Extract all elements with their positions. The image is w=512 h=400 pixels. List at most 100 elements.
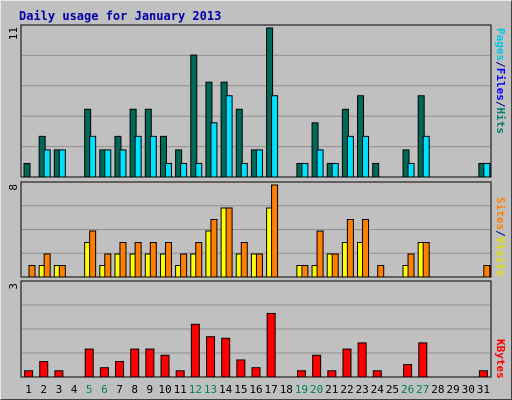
bar-files-day-15 <box>240 162 248 178</box>
bar-sites-day-10 <box>164 242 172 278</box>
x-tick-label: 30 <box>462 383 475 396</box>
bar-files-day-5 <box>89 135 97 178</box>
bar-sites-day-19 <box>301 265 309 278</box>
bar-kbytes-day-13 <box>206 336 216 378</box>
x-tick-label: 16 <box>249 383 262 396</box>
bar-files-day-7 <box>119 149 127 178</box>
bar-kbytes-day-16 <box>251 367 261 378</box>
bar-kbytes-day-26 <box>403 364 413 378</box>
bar-kbytes-day-11 <box>175 370 185 378</box>
bar-sites-day-20 <box>316 230 324 278</box>
series-label-part: Files <box>494 68 507 101</box>
bar-files-day-20 <box>316 149 324 178</box>
series-label-part: KBytes <box>494 339 507 379</box>
bar-files-day-12 <box>195 162 203 178</box>
bar-sites-day-3 <box>58 265 66 278</box>
bar-kbytes-day-12 <box>190 323 200 378</box>
bar-files-day-26 <box>407 162 415 178</box>
bar-sites-day-17 <box>271 184 279 278</box>
x-tick-label: 19 <box>295 383 308 396</box>
bar-hits-day-24 <box>372 162 380 178</box>
x-tick-label: 27 <box>416 383 429 396</box>
bar-kbytes-day-5 <box>84 348 94 378</box>
bar-sites-day-27 <box>422 242 430 278</box>
bar-sites-day-9 <box>149 242 157 278</box>
x-tick-label: 15 <box>234 383 247 396</box>
x-tick-label: 12 <box>189 383 202 396</box>
x-tick-label: 10 <box>158 383 171 396</box>
x-axis-labels: 1 2 3 4 5 6 7 8 9 10 11 12 13 14 15 16 17 18 19 20 21 22 23 24 2… <box>25 383 490 396</box>
bar-kbytes-day-15 <box>236 359 246 378</box>
x-tick-label: 22 <box>340 383 353 396</box>
bar-files-day-14 <box>225 95 233 178</box>
bar-kbytes-day-24 <box>372 370 382 378</box>
bar-kbytes-day-20 <box>312 354 322 378</box>
bar-kbytes-day-31 <box>478 370 488 378</box>
bar-files-day-3 <box>58 149 66 178</box>
series-label-part: Hits <box>494 108 507 135</box>
bar-files-day-16 <box>255 149 263 178</box>
bar-sites-day-16 <box>255 253 263 278</box>
bar-files-day-9 <box>149 135 157 178</box>
bar-kbytes-day-21 <box>327 370 337 378</box>
bar-sites-day-24 <box>377 265 385 278</box>
chart-title: Daily usage for January 2013 <box>19 9 221 23</box>
bar-sites-day-11 <box>180 253 188 278</box>
bar-kbytes-day-3 <box>54 370 64 378</box>
bar-kbytes-day-6 <box>99 367 109 378</box>
x-tick-label: 8 <box>131 383 138 396</box>
bar-files-day-11 <box>180 162 188 178</box>
x-tick-label: 31 <box>477 383 490 396</box>
panel-hits-files: 11 <box>7 24 492 178</box>
x-tick-label: 11 <box>174 383 187 396</box>
bar-files-day-13 <box>210 122 218 178</box>
x-tick-label: 7 <box>116 383 123 396</box>
x-tick-label: 14 <box>219 383 233 396</box>
y-max-label: 8 <box>7 184 20 191</box>
bar-files-day-22 <box>346 135 354 178</box>
x-tick-label: 9 <box>147 383 154 396</box>
x-tick-label: 26 <box>401 383 414 396</box>
series-label-part: Visits <box>494 237 507 277</box>
x-tick-label: 5 <box>86 383 93 396</box>
bar-sites-day-26 <box>407 253 415 278</box>
bar-kbytes-day-19 <box>296 370 306 378</box>
bar-files-day-6 <box>104 149 112 178</box>
bar-sites-day-8 <box>134 242 142 278</box>
bar-hits-day-12 <box>190 54 198 178</box>
x-tick-label: 4 <box>71 383 78 396</box>
series-label: KBytes <box>494 339 507 379</box>
x-tick-label: 21 <box>325 383 338 396</box>
bar-files-day-23 <box>362 135 370 178</box>
series-label-part: / <box>494 61 507 68</box>
bar-sites-day-7 <box>119 242 127 278</box>
bar-files-day-17 <box>271 95 279 178</box>
panel-kbytes: 3 <box>7 280 492 378</box>
bar-hits-day-15 <box>235 108 243 178</box>
bar-files-day-19 <box>301 162 309 178</box>
bar-sites-day-15 <box>240 242 248 278</box>
bar-sites-day-2 <box>43 253 51 278</box>
bar-kbytes-day-23 <box>357 342 367 378</box>
x-tick-label: 29 <box>446 383 459 396</box>
bar-files-day-8 <box>134 135 142 178</box>
x-tick-label: 6 <box>101 383 108 396</box>
x-tick-label: 18 <box>280 383 293 396</box>
bar-sites-day-22 <box>346 219 354 278</box>
bar-files-day-2 <box>43 149 51 178</box>
bar-kbytes-day-27 <box>418 342 428 378</box>
series-label-part: Pages <box>494 28 507 61</box>
series-label-part: Sites <box>494 197 507 230</box>
series-label: Pages/Files/Hits <box>494 28 507 134</box>
bar-kbytes-day-17 <box>266 312 276 378</box>
chart-panels: 11 8 3 <box>7 24 492 378</box>
bar-files-day-31 <box>483 162 491 178</box>
series-label-part: / <box>494 230 507 237</box>
bar-sites-day-21 <box>331 253 339 278</box>
x-tick-label: 28 <box>431 383 444 396</box>
y-max-label: 3 <box>7 283 20 290</box>
bar-sites-day-12 <box>195 242 203 278</box>
bar-kbytes-day-8 <box>130 348 140 378</box>
